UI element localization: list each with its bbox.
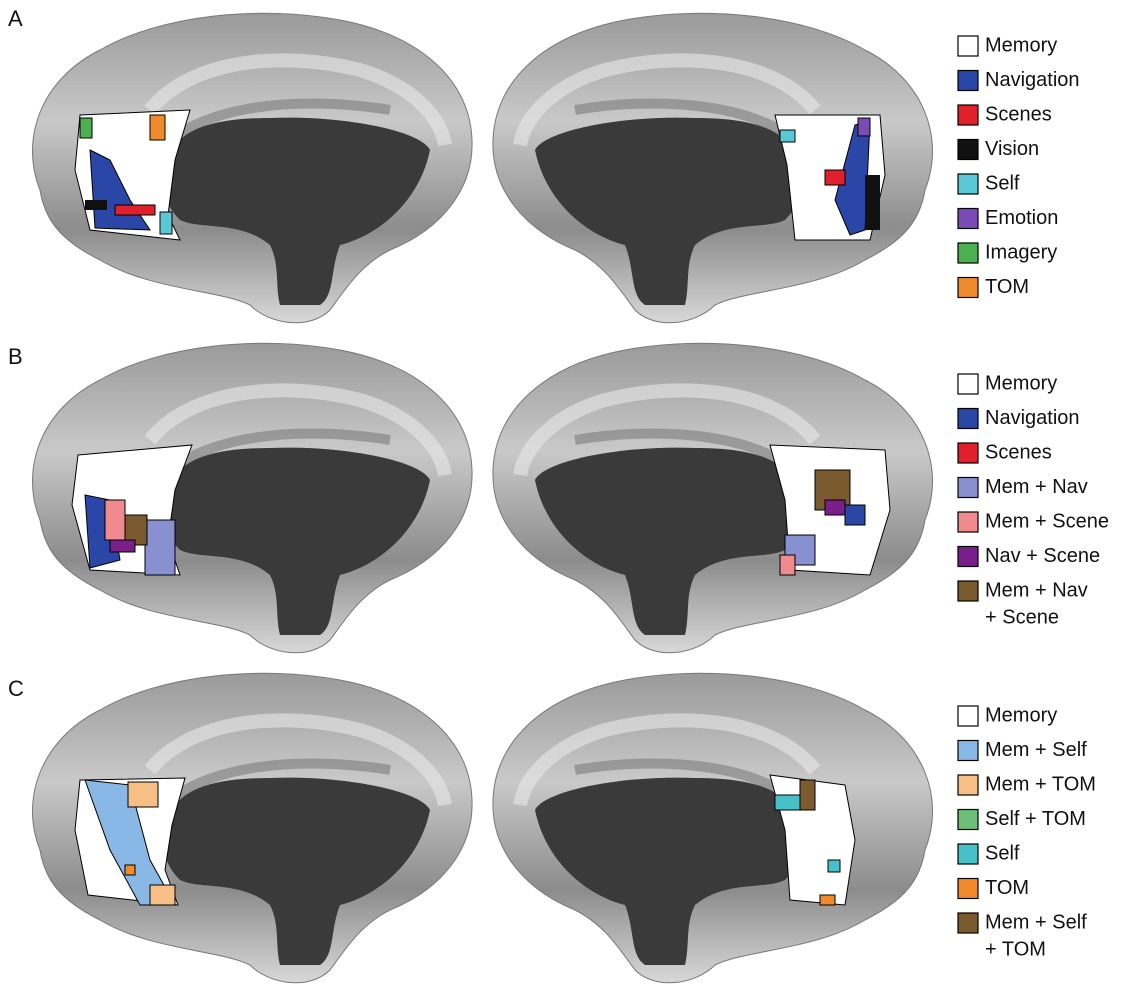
legend-label: Mem + Nav: [985, 579, 1088, 601]
legend-label: Memory: [985, 372, 1057, 394]
panel-letter: A: [8, 6, 23, 31]
legend-label: Vision: [985, 138, 1039, 160]
legend-swatch: [958, 879, 978, 899]
legend-label: Navigation: [985, 69, 1080, 91]
legend-label: Mem + Self: [985, 911, 1087, 933]
legend-swatch: [958, 71, 978, 91]
legend-label: TOM: [985, 877, 1029, 899]
legend-swatch: [958, 36, 978, 56]
legend-swatch: [958, 581, 978, 601]
legend-swatch: [958, 913, 978, 933]
legend-label: Emotion: [985, 207, 1058, 229]
legend-label: TOM: [985, 276, 1029, 298]
legend-swatch: [958, 810, 978, 830]
legend-swatch: [958, 105, 978, 125]
brain-right-b: [493, 343, 933, 652]
legend-label: Self + TOM: [985, 808, 1086, 830]
legend-swatch: [958, 209, 978, 229]
legend-label: Self: [985, 842, 1020, 864]
legend-swatch: [958, 775, 978, 795]
legend-label: Imagery: [985, 241, 1057, 263]
legend-label: Mem + Self: [985, 739, 1087, 761]
legend-swatch: [958, 706, 978, 726]
legend-swatch: [958, 512, 978, 532]
panel-letter: B: [8, 344, 23, 369]
legend-label: Mem + Nav: [985, 476, 1088, 498]
legend-label: Scenes: [985, 441, 1052, 463]
legend-swatch: [958, 844, 978, 864]
legend-label: Mem + Scene: [985, 510, 1109, 532]
legend-label: Self: [985, 172, 1020, 194]
legend-label: Navigation: [985, 407, 1080, 429]
brain-right-a: [493, 13, 933, 322]
legend-swatch: [958, 409, 978, 429]
legend-swatch: [958, 741, 978, 761]
legend-label: Nav + Scene: [985, 545, 1100, 567]
panel-letter: C: [8, 676, 24, 701]
legend-label: Memory: [985, 704, 1057, 726]
brain-left-b: [33, 343, 473, 652]
legend-label: Scenes: [985, 103, 1052, 125]
legend-label: + TOM: [985, 938, 1046, 960]
legend-label: + Scene: [985, 606, 1059, 628]
brain-right-c: [493, 673, 933, 982]
legend-swatch: [958, 278, 978, 298]
legend-label: Memory: [985, 34, 1057, 56]
legend-swatch: [958, 478, 978, 498]
legend-swatch: [958, 174, 978, 194]
brain-left-a: [33, 13, 473, 322]
legend-swatch: [958, 374, 978, 394]
legend-swatch: [958, 243, 978, 263]
figure: A Memory Navigation Scenes Vision Self Emotion…: [0, 0, 1132, 987]
legend-label: Mem + TOM: [985, 773, 1096, 795]
legend-swatch: [958, 443, 978, 463]
brain-left-c: [33, 673, 473, 982]
legend-swatch: [958, 140, 978, 160]
legend-swatch: [958, 547, 978, 567]
